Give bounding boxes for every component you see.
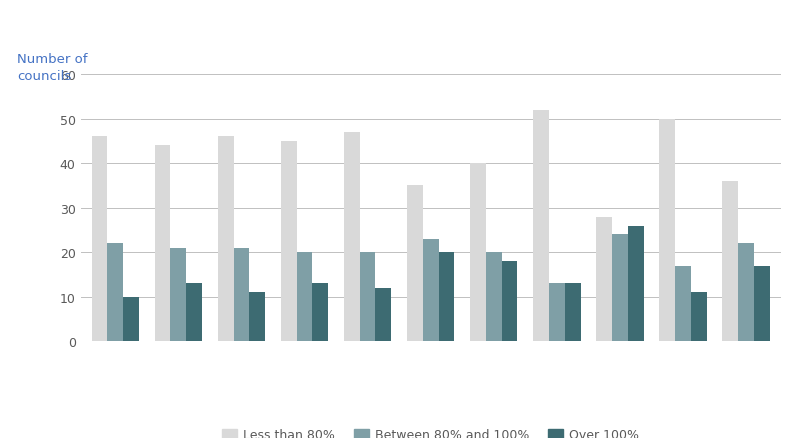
Bar (375, 288, 391, 342)
Bar (171, 248, 186, 342)
Bar (691, 293, 707, 342)
Bar (502, 261, 518, 342)
Bar (123, 297, 138, 342)
Text: Number of
councils: Number of councils (18, 53, 88, 82)
Bar (107, 244, 123, 342)
Bar (675, 266, 691, 342)
Bar (217, 137, 233, 342)
Bar (597, 217, 612, 342)
Legend: Less than 80%, Between 80% and 100%, Over 100%: Less than 80%, Between 80% and 100%, Ove… (217, 423, 645, 438)
Bar (312, 284, 328, 342)
Bar (360, 253, 375, 342)
Bar (233, 248, 250, 342)
Bar (754, 266, 770, 342)
Bar (155, 146, 171, 342)
Bar (281, 141, 296, 342)
Bar (423, 239, 439, 342)
Bar (565, 284, 580, 342)
Bar (439, 253, 454, 342)
Bar (250, 293, 265, 342)
Bar (659, 119, 675, 342)
Bar (549, 284, 565, 342)
Bar (486, 253, 502, 342)
Bar (738, 244, 754, 342)
Bar (470, 164, 486, 342)
Bar (723, 181, 738, 342)
Bar (628, 226, 644, 342)
Bar (186, 284, 202, 342)
Bar (296, 253, 312, 342)
Bar (407, 186, 423, 342)
Bar (612, 235, 628, 342)
Bar (92, 137, 107, 342)
Bar (533, 110, 549, 342)
Bar (344, 133, 360, 342)
